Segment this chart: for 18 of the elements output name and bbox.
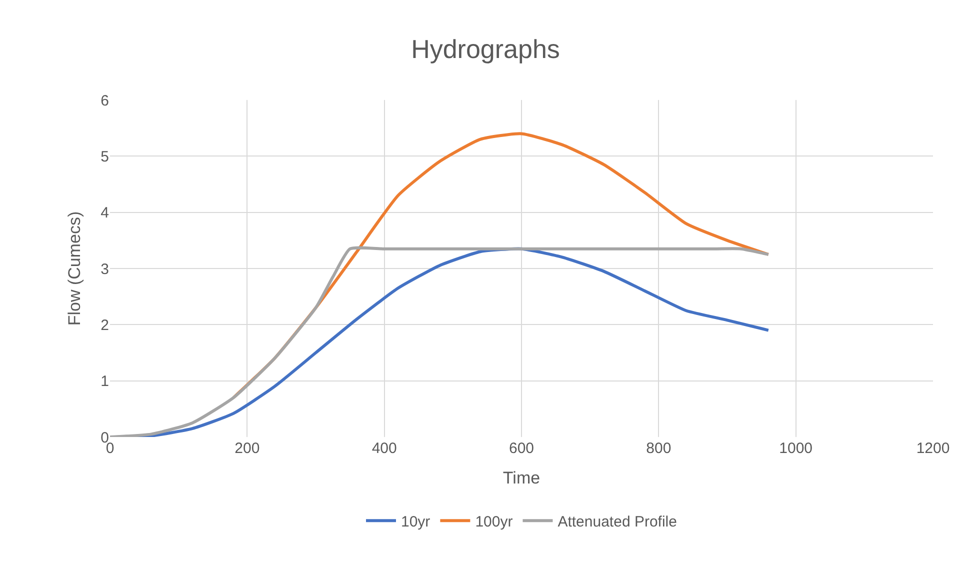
legend-label: 100yr (475, 514, 513, 530)
x-tick-label: 1000 (779, 440, 813, 457)
y-tick-label: 2 (100, 316, 109, 334)
y-axis-title: Flow (Cumecs) (65, 211, 84, 326)
x-tick-label: 400 (372, 440, 397, 457)
x-tick-label: 600 (508, 440, 534, 457)
x-axis-title: Time (502, 468, 540, 488)
y-tick-label: 4 (100, 204, 109, 222)
y-tick-label: 5 (100, 148, 109, 166)
y-tick-label: 6 (100, 92, 109, 110)
x-tick-label: 200 (234, 440, 260, 457)
x-tick-label: 800 (646, 440, 672, 457)
chart-title: Hydrographs (411, 34, 560, 64)
y-tick-label: 1 (100, 373, 109, 390)
legend-label: Attenuated Profile (558, 514, 677, 530)
y-tick-label: 3 (100, 260, 109, 278)
legend-label: 10yr (401, 514, 430, 530)
x-tick-label: 1200 (916, 440, 950, 457)
